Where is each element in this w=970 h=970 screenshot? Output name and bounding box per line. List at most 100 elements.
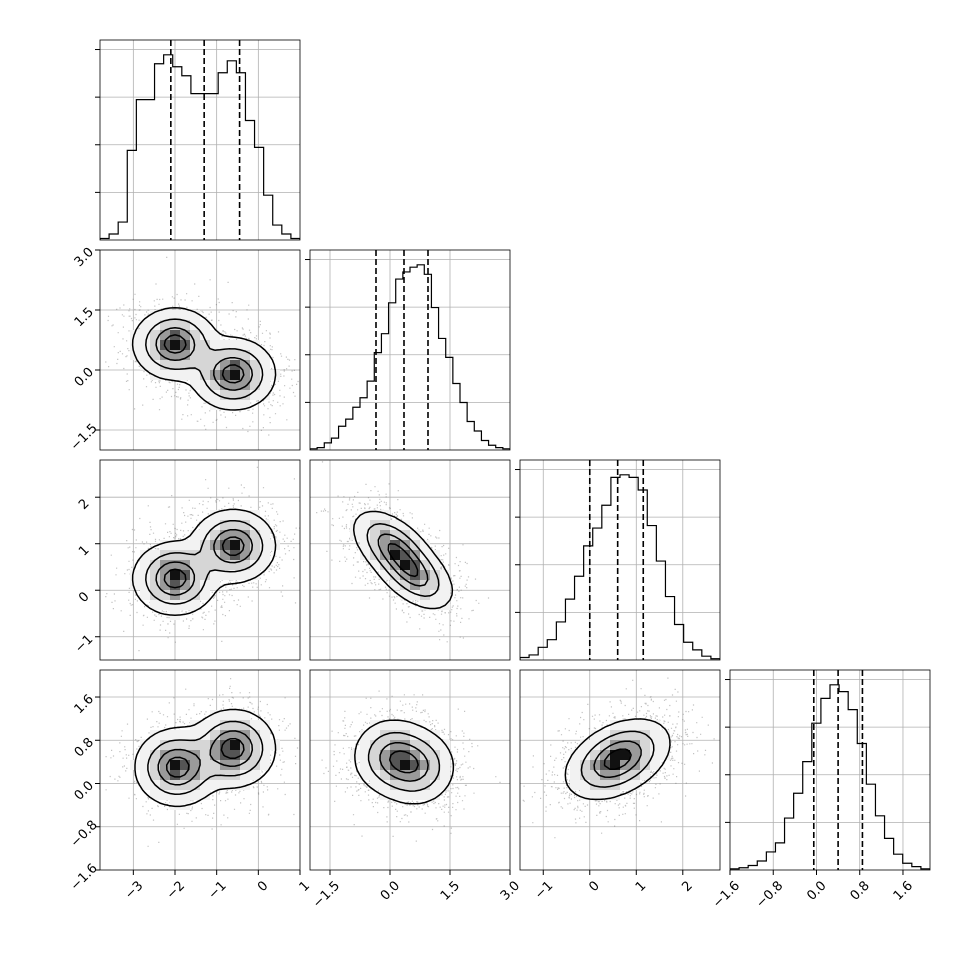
tick-label-x: −1.5 bbox=[310, 878, 343, 911]
pair-content bbox=[520, 670, 720, 870]
tick-label-x: 2 bbox=[679, 878, 695, 894]
contour-line bbox=[163, 536, 245, 589]
density-block bbox=[170, 740, 240, 770]
pair-content bbox=[310, 670, 510, 870]
density-block bbox=[390, 550, 410, 570]
panel-frame bbox=[519, 459, 721, 661]
tick-label-y: 1 bbox=[76, 543, 92, 559]
pair-panel-2-1 bbox=[309, 459, 511, 661]
histogram-step bbox=[730, 684, 930, 870]
contour-line bbox=[147, 720, 264, 795]
hist-panel-1 bbox=[305, 249, 511, 451]
contour-line bbox=[352, 510, 454, 610]
histogram-step bbox=[520, 474, 720, 660]
density-block bbox=[130, 710, 280, 810]
density-block bbox=[150, 320, 260, 400]
tick-label-y: 0 bbox=[76, 589, 92, 605]
tick-label-x: 0.0 bbox=[378, 878, 403, 903]
pair-panel-3-0 bbox=[99, 669, 301, 871]
contour-line bbox=[379, 742, 429, 782]
pair-panel-3-2 bbox=[519, 669, 721, 871]
tick-label-y: 0.0 bbox=[72, 365, 97, 390]
tick-label-y: 1.5 bbox=[72, 305, 97, 330]
contour-line bbox=[131, 508, 277, 617]
contour-line bbox=[377, 533, 429, 587]
tick-label-x: 1 bbox=[633, 878, 649, 894]
panel-frame bbox=[99, 249, 301, 451]
histogram-step bbox=[310, 264, 510, 450]
density-block bbox=[150, 520, 260, 600]
density-block bbox=[580, 730, 650, 790]
tick-label-x: 0 bbox=[586, 878, 602, 894]
contour-line bbox=[145, 519, 264, 605]
tick-label-y: −1.5 bbox=[68, 421, 101, 454]
tick-label-x: −3 bbox=[122, 878, 146, 902]
contour-line bbox=[603, 748, 632, 770]
contour-line bbox=[366, 523, 440, 597]
density-block bbox=[170, 540, 240, 580]
panel-frame bbox=[729, 669, 931, 871]
contour-line bbox=[131, 306, 277, 411]
tick-label-y: 1.6 bbox=[72, 692, 97, 717]
tick-label-x: 0.8 bbox=[848, 878, 873, 903]
hist-panel-2 bbox=[515, 459, 721, 661]
hist-panel-0 bbox=[95, 39, 301, 241]
histogram-step bbox=[100, 54, 300, 240]
density-block bbox=[160, 530, 250, 600]
panel-frame bbox=[99, 459, 301, 661]
tick-label-x: −1 bbox=[206, 878, 230, 902]
tick-label-y: 0.8 bbox=[72, 735, 97, 760]
pair-panel-2-0 bbox=[99, 459, 301, 661]
density-block bbox=[150, 720, 260, 790]
contour-line bbox=[165, 737, 245, 778]
density-block bbox=[570, 720, 670, 800]
tick-label-x: 0.0 bbox=[804, 878, 829, 903]
contour-line bbox=[163, 334, 245, 384]
tick-label-y: −1 bbox=[72, 632, 96, 656]
tick-label-x: 0 bbox=[255, 878, 271, 894]
panel-frame bbox=[519, 669, 721, 871]
panel-frame bbox=[99, 39, 301, 241]
density-block bbox=[160, 730, 250, 780]
tick-label-y: −0.8 bbox=[68, 818, 101, 851]
tick-label-x: −2 bbox=[164, 878, 188, 902]
contour-line bbox=[157, 730, 254, 786]
contour-line bbox=[593, 740, 642, 779]
panel-frame bbox=[99, 669, 301, 871]
tick-label-x: 1.5 bbox=[438, 878, 463, 903]
tick-label-y: 3.0 bbox=[72, 245, 97, 270]
tick-label-y: 0.0 bbox=[72, 778, 97, 803]
pair-content bbox=[100, 250, 300, 450]
contour-line bbox=[387, 543, 419, 578]
density-block bbox=[400, 760, 410, 770]
contour-line bbox=[155, 528, 254, 596]
contour-line bbox=[145, 318, 264, 400]
tick-label-x: −1 bbox=[532, 878, 556, 902]
panel-frame bbox=[309, 249, 511, 451]
tick-label-x: −1.6 bbox=[710, 878, 743, 911]
contour-line bbox=[155, 327, 254, 391]
contour-line bbox=[388, 750, 419, 774]
contour-line bbox=[367, 731, 441, 792]
density-block bbox=[170, 340, 240, 380]
density-block bbox=[170, 540, 240, 590]
contour-line bbox=[354, 719, 455, 805]
pair-content bbox=[310, 460, 510, 660]
contour-line bbox=[580, 730, 655, 788]
pair-panel-3-1 bbox=[309, 669, 511, 871]
pair-content bbox=[100, 670, 300, 870]
tick-label-y: −1.6 bbox=[68, 861, 101, 894]
tick-label-x: 1 bbox=[297, 878, 313, 894]
hist-panel-3 bbox=[725, 669, 931, 871]
tick-label-y: 2 bbox=[76, 496, 92, 512]
panel-frame bbox=[309, 669, 511, 871]
pair-panel-1-0 bbox=[99, 249, 301, 451]
tick-label-x: 1.6 bbox=[891, 878, 916, 903]
density-block bbox=[610, 750, 630, 770]
pair-content bbox=[100, 460, 300, 660]
contour-line bbox=[134, 708, 277, 808]
panel-frame bbox=[309, 459, 511, 661]
tick-label-x: 3.0 bbox=[498, 878, 523, 903]
tick-label-x: −0.8 bbox=[753, 878, 786, 911]
